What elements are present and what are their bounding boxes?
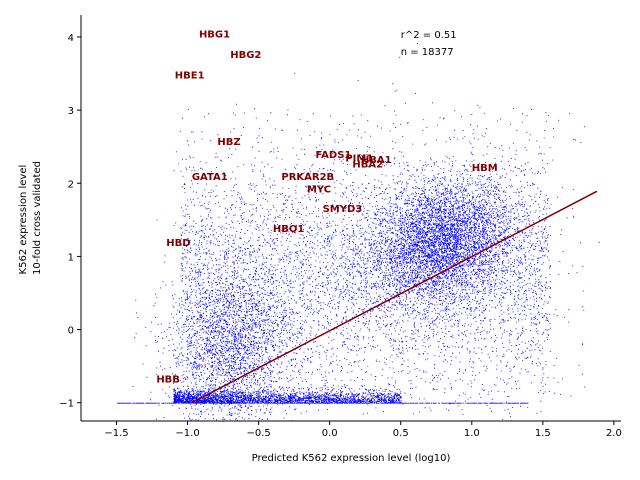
gene-label-hbb: HBB [156,375,180,386]
gene-label-hbz: HBZ [217,137,240,148]
gene-label-hbm: HBM [472,163,498,174]
gene-label-prkar2b: PRKAR2B [281,172,334,183]
gene-label-pim1: PIM1 [345,154,373,165]
y-tick-label: 2 [68,179,74,190]
y-axis-label: K562 expression level 10-fold cross vali… [18,161,43,275]
gene-label-hbg2: HBG2 [230,50,261,61]
scatter-points [117,43,600,422]
x-axis-label: Predicted K562 expression level (log10) [252,453,451,464]
y-tick-label: −1 [59,399,74,410]
gene-label-hbe1: HBE1 [175,70,205,81]
sample-count-stat: n = 18377 [401,47,454,58]
y-axis-label-line-1: K562 expression level [18,165,29,275]
data-points [117,43,600,422]
gene-label-hbg1: HBG1 [199,29,230,40]
gene-label-hbq1: HBQ1 [273,224,304,235]
regression-line [191,190,598,404]
gene-label-fads1: FADS1 [315,150,351,161]
x-tick-label: 1.0 [464,428,480,439]
x-tick-label: 2.0 [606,428,622,439]
y-axis-label-line-2: 10-fold cross validated [32,161,43,275]
r-squared-stat: r^2 = 0.51 [401,30,457,41]
x-tick-label: −1.5 [104,428,128,439]
y-tick-label: 0 [68,326,74,337]
gene-label-myc: MYC [307,184,331,195]
gene-label-hba1: HBA1 [361,155,392,166]
x-tick-label: 0.5 [393,428,409,439]
x-tick-label: −0.5 [246,428,270,439]
y-axis-ticks: −1 0 1 2 3 4 [59,33,81,410]
axes: −1.5 −1.0 −0.5 0.0 0.5 1.0 1.5 2.0 −1 0 1 2 3 4 [59,15,622,439]
gene-label-hba2: HBA2 [352,160,383,171]
x-tick-label: 1.5 [535,428,551,439]
y-tick-label: 4 [68,33,74,44]
x-tick-label: −1.0 [175,428,199,439]
gene-label-smyd3: SMYD3 [323,204,363,215]
x-axis-ticks: −1.5 −1.0 −0.5 0.0 0.5 1.0 1.5 2.0 [104,421,622,439]
y-tick-label: 1 [68,252,74,263]
x-tick-label: 0.0 [322,428,338,439]
y-tick-label: 3 [68,106,74,117]
gene-label-hbd: HBD [166,238,190,249]
gene-label-gata1: GATA1 [192,172,228,183]
